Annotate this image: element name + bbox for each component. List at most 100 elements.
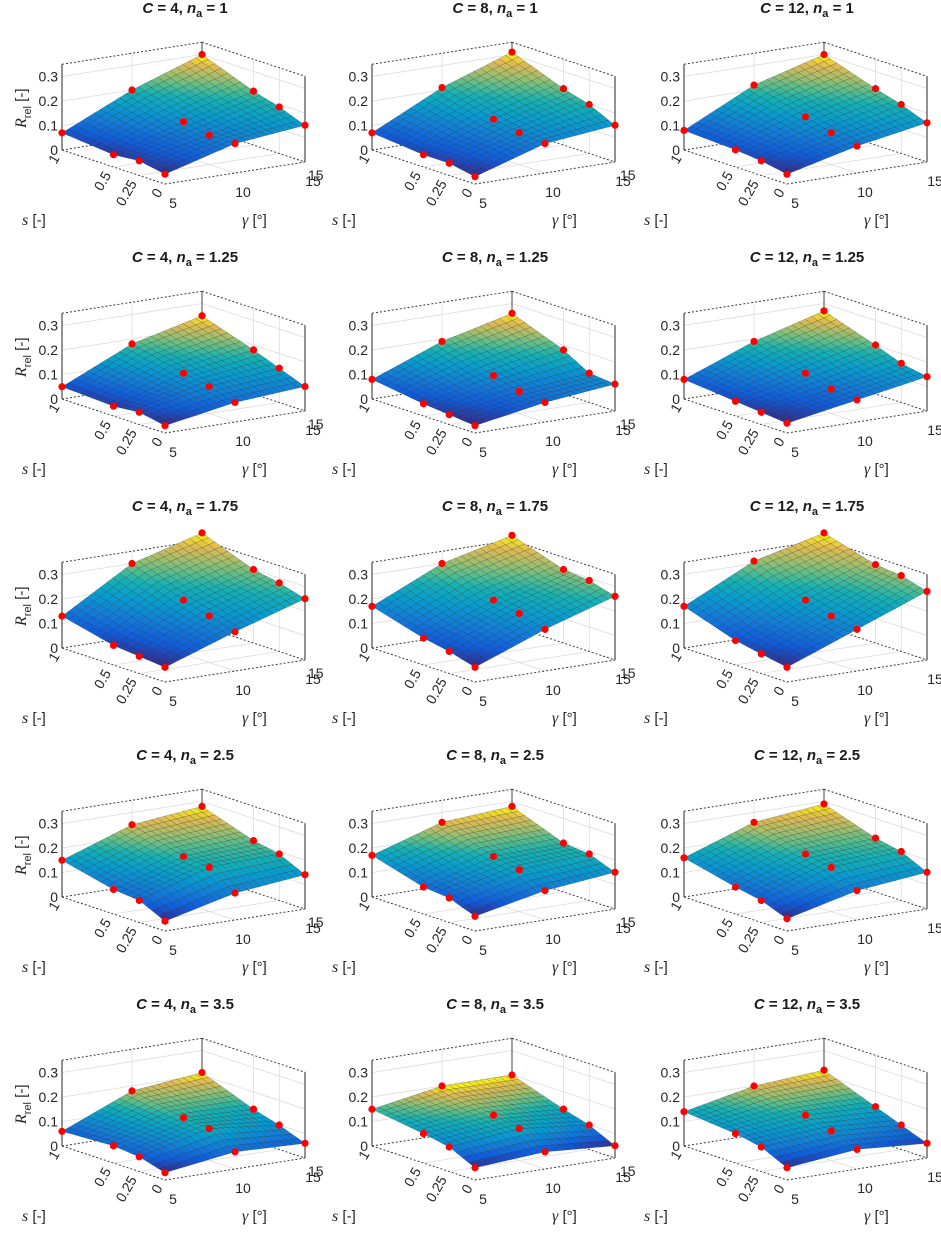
surface-mesh — [372, 806, 615, 916]
svg-text:0.1: 0.1 — [39, 616, 59, 632]
data-point — [802, 597, 809, 604]
svg-text:5: 5 — [169, 942, 177, 958]
data-point — [758, 409, 765, 416]
data-point — [471, 422, 478, 429]
data-point — [611, 869, 618, 876]
data-point — [438, 560, 445, 567]
svg-text:0.5: 0.5 — [401, 417, 425, 442]
z-axis-ticks: 00.10.20.3 — [349, 567, 369, 657]
svg-text:0.1: 0.1 — [661, 865, 681, 881]
svg-text:0.3: 0.3 — [39, 318, 59, 334]
svg-text:10: 10 — [545, 433, 561, 449]
gamma-axis-label: γ [°] — [242, 710, 267, 727]
svg-text:0.2: 0.2 — [39, 342, 59, 358]
z-axis-ticks: 00.10.20.3 — [349, 318, 369, 408]
svg-text:0.2: 0.2 — [349, 591, 369, 607]
svg-text:0.3: 0.3 — [349, 567, 369, 583]
data-point — [586, 850, 593, 857]
data-point — [872, 85, 879, 92]
z-axis-label: Rrel [-] — [13, 586, 34, 627]
data-point — [853, 396, 860, 403]
data-point — [758, 157, 765, 164]
svg-text:0.3: 0.3 — [661, 567, 681, 583]
data-point — [128, 821, 135, 828]
svg-text:0.1: 0.1 — [661, 367, 681, 383]
data-point — [250, 346, 257, 353]
svg-text:0.5: 0.5 — [91, 666, 115, 691]
svg-text:0.1: 0.1 — [39, 118, 59, 134]
data-point — [820, 307, 827, 314]
svg-text:0.2: 0.2 — [349, 840, 369, 856]
data-point — [136, 409, 143, 416]
neighbor-gamma-tick: 15 — [308, 914, 324, 930]
data-point — [586, 101, 593, 108]
surface-mesh — [372, 1075, 615, 1168]
data-point — [611, 593, 618, 600]
data-point — [732, 883, 739, 890]
data-point — [368, 852, 375, 859]
data-point — [516, 388, 523, 395]
svg-text:0.2: 0.2 — [661, 591, 681, 607]
data-point — [438, 338, 445, 345]
surface-mesh — [684, 804, 927, 919]
data-point — [680, 1108, 687, 1115]
data-point — [161, 664, 168, 671]
svg-text:0.1: 0.1 — [661, 616, 681, 632]
svg-text:0: 0 — [770, 185, 788, 200]
svg-text:0.1: 0.1 — [349, 118, 369, 134]
s-axis-label: s [-] — [22, 1208, 46, 1225]
neighbor-gamma-tick: 15 — [620, 416, 636, 432]
svg-text:0: 0 — [148, 185, 166, 200]
data-point — [750, 82, 757, 89]
s-axis-label: s [-] — [644, 1208, 668, 1225]
data-point — [198, 803, 205, 810]
data-point — [853, 626, 860, 633]
data-point — [198, 312, 205, 319]
data-point — [136, 897, 143, 904]
data-point — [758, 650, 765, 657]
data-point — [136, 1153, 143, 1160]
data-point — [276, 579, 283, 586]
svg-text:0.5: 0.5 — [713, 666, 737, 691]
data-point — [783, 1164, 790, 1171]
data-point — [872, 835, 879, 842]
data-point — [516, 129, 523, 136]
data-point — [750, 557, 757, 564]
data-point — [516, 866, 523, 873]
data-point — [128, 86, 135, 93]
svg-text:10: 10 — [235, 184, 251, 200]
svg-text:0.5: 0.5 — [713, 168, 737, 193]
svg-text:15: 15 — [927, 671, 941, 687]
data-point — [368, 129, 375, 136]
svg-text:5: 5 — [791, 942, 799, 958]
svg-text:15: 15 — [927, 920, 941, 936]
svg-text:0.3: 0.3 — [661, 816, 681, 832]
z-axis-ticks: 00.10.20.3 — [39, 1065, 59, 1155]
data-point — [853, 887, 860, 894]
data-point — [828, 1128, 835, 1135]
neighbor-gamma-tick: 15 — [308, 167, 324, 183]
data-point — [732, 1130, 739, 1137]
data-point — [560, 566, 567, 573]
data-point — [180, 118, 187, 125]
data-point — [420, 634, 427, 641]
data-point — [206, 383, 213, 390]
